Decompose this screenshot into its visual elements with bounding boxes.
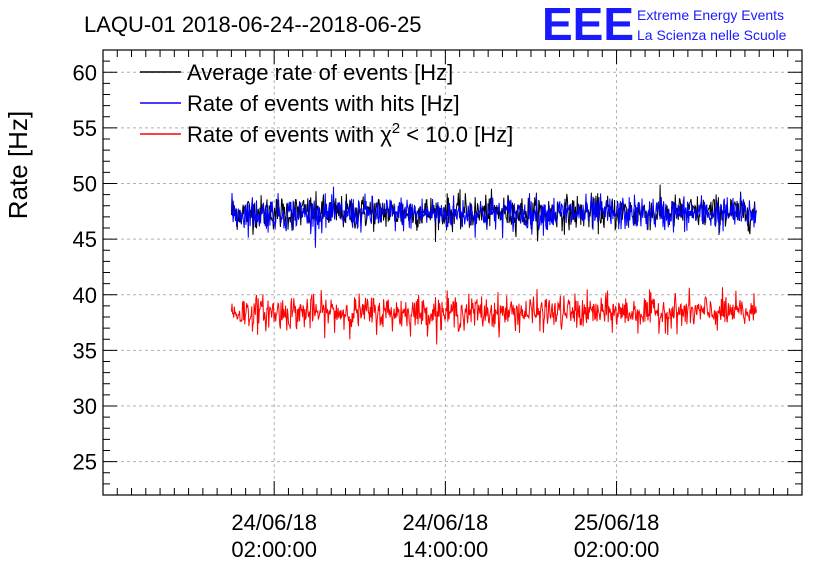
plot-frame: [102, 49, 803, 496]
logo-line1: Extreme Energy Events: [637, 7, 784, 23]
y-tick-label: 45: [73, 227, 97, 252]
legend-label-0: Average rate of events [Hz]: [187, 60, 453, 85]
y-tick-label: 55: [73, 116, 97, 141]
y-tick-label: 35: [73, 338, 97, 363]
grid: [103, 50, 802, 495]
y-tick-label: 50: [73, 172, 97, 197]
y-tick-label: 60: [73, 60, 97, 85]
y-tick-label: 40: [73, 283, 97, 308]
legend: Average rate of events [Hz] Rate of event…: [140, 60, 513, 147]
y-tick-label: 25: [73, 450, 97, 475]
y-tick-label: 30: [73, 394, 97, 419]
x-tick-label-date: 25/06/18: [574, 510, 660, 535]
chart-title: LAQU-01 2018-06-24--2018-06-25: [84, 12, 422, 37]
legend-label-1: Rate of events with hits [Hz]: [187, 91, 460, 116]
y-axis-label: Rate [Hz]: [3, 111, 33, 219]
eee-logo: EEE Extreme Energy Events La Scienza nel…: [542, 0, 787, 50]
axes: 253035404550556024/06/1802:00:0024/06/18…: [73, 49, 803, 562]
series-line-1: [230, 186, 757, 248]
x-tick-label-time: 02:00:00: [231, 537, 317, 562]
x-tick-label-date: 24/06/18: [231, 510, 317, 535]
logo-line2: La Scienza nelle Scuole: [637, 27, 787, 43]
series-line-2: [230, 287, 757, 345]
eee-logo-text: EEE: [542, 0, 634, 50]
series-layer: [230, 184, 757, 345]
x-tick-label-time: 02:00:00: [574, 537, 660, 562]
x-tick-label-time: 14:00:00: [403, 537, 489, 562]
x-tick-label-date: 24/06/18: [403, 510, 489, 535]
legend-label-2: Rate of events with χ2 < 10.0 [Hz]: [187, 120, 513, 147]
